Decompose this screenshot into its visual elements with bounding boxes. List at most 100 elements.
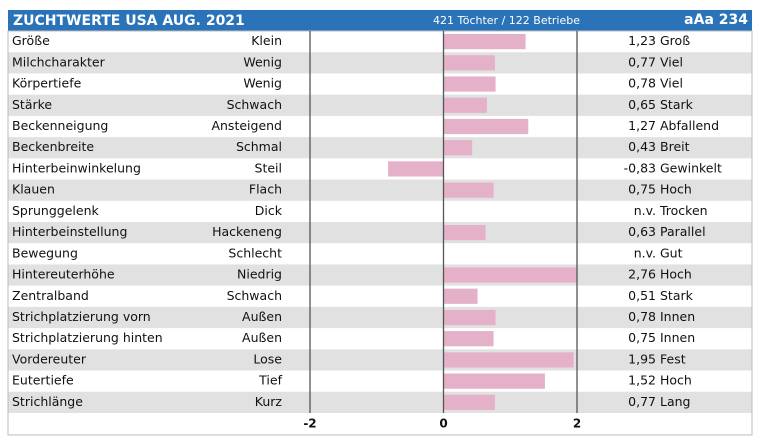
value-label: 1,23 — [628, 33, 656, 48]
bar — [443, 373, 545, 389]
bar — [443, 352, 574, 368]
left-label: Wenig — [243, 54, 282, 69]
trait-name: Hinterbeinwinkelung — [12, 160, 141, 175]
left-label: Lose — [253, 351, 282, 366]
bar — [443, 97, 487, 113]
right-label: Hoch — [660, 267, 692, 282]
right-label: Viel — [660, 54, 683, 69]
trait-name: Beckenbreite — [12, 139, 94, 154]
bar — [443, 34, 526, 50]
x-tick-label: -2 — [303, 416, 316, 430]
left-label: Schlecht — [228, 245, 282, 260]
left-label: Tief — [258, 373, 282, 388]
bars — [388, 34, 577, 410]
left-label: Klein — [251, 33, 282, 48]
right-label: Viel — [660, 76, 683, 91]
right-label: Abfallend — [660, 118, 719, 133]
trait-name: Beckenneigung — [12, 118, 108, 133]
trait-name: Stärke — [12, 97, 52, 112]
trait-name: Strichplatzierung vorn — [12, 309, 151, 324]
right-label: Parallel — [660, 224, 706, 239]
trait-name: Eutertiefe — [12, 373, 74, 388]
trait-name: Sprunggelenk — [12, 203, 99, 218]
left-label: Schwach — [227, 288, 282, 303]
bar — [443, 309, 496, 326]
left-label: Schmal — [236, 139, 282, 154]
right-label: Hoch — [660, 182, 692, 197]
left-label: Dick — [255, 203, 283, 218]
left-label: Schwach — [227, 97, 282, 112]
value-label: n.v. — [634, 203, 656, 218]
trait-name: Körpertiefe — [12, 76, 82, 91]
right-label: Hoch — [660, 373, 692, 388]
row-background — [8, 52, 752, 74]
row-background — [8, 137, 752, 159]
right-label: Innen — [660, 330, 695, 345]
x-tick-label: 0 — [439, 416, 447, 430]
right-label: Gut — [660, 245, 683, 260]
left-label: Flach — [249, 182, 282, 197]
bar — [443, 267, 577, 283]
left-label: Wenig — [243, 76, 282, 91]
bar — [443, 394, 495, 410]
bar — [443, 224, 486, 241]
value-label: 0,43 — [628, 139, 656, 154]
value-label: n.v. — [634, 245, 656, 260]
right-label: Gewinkelt — [660, 160, 722, 175]
trait-name: Größe — [12, 33, 50, 48]
row-background — [8, 221, 752, 244]
bar — [443, 288, 478, 304]
value-label: 0,75 — [628, 330, 656, 345]
rows: Größe Klein 1,23 Groß Milchcharakter Wenig 0,7… — [8, 33, 752, 413]
left-label: Hackeneng — [212, 224, 282, 239]
bar — [443, 76, 496, 92]
bar — [443, 55, 495, 71]
value-label: 1,95 — [628, 351, 656, 366]
right-label: Lang — [660, 394, 690, 409]
left-label: Steil — [255, 160, 282, 175]
trait-name: Bewegung — [12, 245, 78, 260]
left-label: Ansteigend — [211, 118, 282, 133]
left-label: Außen — [242, 309, 282, 324]
badge: aAa 234 — [684, 12, 748, 28]
value-label: 0,65 — [628, 97, 656, 112]
trait-name: Strichplatzierung hinten — [12, 330, 163, 345]
left-label: Niedrig — [237, 267, 282, 282]
row-background — [8, 94, 752, 116]
right-label: Groß — [660, 33, 690, 48]
right-label: Innen — [660, 309, 695, 324]
row-background — [8, 179, 752, 201]
trait-name: Hinterbeinstellung — [12, 224, 127, 239]
value-label: 0,78 — [628, 76, 656, 91]
value-label: 0,77 — [628, 54, 656, 69]
row-background — [8, 391, 752, 413]
trait-name: Vordereuter — [12, 351, 87, 366]
row-background — [8, 306, 752, 329]
left-label: Außen — [242, 330, 282, 345]
right-label: Fest — [660, 351, 686, 366]
value-label: 0,78 — [628, 309, 656, 324]
value-label: 0,75 — [628, 182, 656, 197]
value-label: 1,52 — [628, 373, 656, 388]
bar — [443, 118, 529, 135]
right-label: Stark — [660, 288, 694, 303]
right-label: Stark — [660, 97, 694, 112]
right-label: Breit — [660, 139, 690, 154]
trait-name: Milchcharakter — [12, 54, 106, 69]
table-border — [7, 30, 753, 436]
value-label: 0,51 — [628, 288, 656, 303]
x-tick-label: 2 — [573, 416, 581, 430]
value-label: 1,27 — [628, 118, 656, 133]
bar — [388, 161, 444, 177]
left-label: Kurz — [255, 394, 283, 409]
bar — [443, 140, 473, 156]
header-bar — [8, 10, 752, 31]
value-label: 2,76 — [628, 267, 656, 282]
value-label: -0,83 — [624, 160, 656, 175]
subtitle: 421 Töchter / 122 Betriebe — [433, 14, 580, 27]
trait-name: Hintereuterhöhe — [12, 267, 115, 282]
value-label: 0,63 — [628, 224, 656, 239]
right-label: Trocken — [659, 203, 708, 218]
trait-name: Klauen — [12, 182, 55, 197]
